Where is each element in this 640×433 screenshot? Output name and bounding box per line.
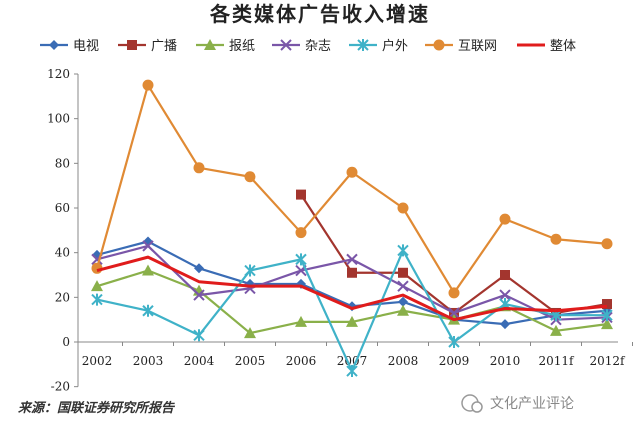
series-5 — [91, 79, 613, 299]
data-point — [194, 263, 204, 274]
legend-swatch-marker — [127, 40, 137, 50]
data-point — [448, 307, 460, 319]
legend-entry: 整体 — [517, 39, 576, 54]
chart-title: 各类媒体广告收入增速 — [209, 2, 430, 26]
data-point — [448, 287, 460, 299]
data-point — [601, 318, 613, 330]
plot-area — [91, 79, 613, 378]
data-point — [295, 315, 307, 327]
legend-swatch-marker — [204, 39, 216, 50]
legend-entry: 报纸 — [196, 39, 255, 54]
legend-label: 杂志 — [305, 39, 331, 54]
data-point — [499, 289, 511, 301]
series-6 — [96, 255, 608, 322]
y-tick-label: 40 — [55, 246, 70, 260]
data-point — [91, 280, 103, 292]
wechat-icon-bubble — [471, 401, 483, 413]
data-point — [601, 238, 613, 250]
data-point — [499, 213, 511, 225]
data-point — [601, 309, 613, 322]
y-tick-label: -20 — [51, 380, 70, 394]
data-point — [347, 267, 357, 278]
data-point — [142, 304, 154, 317]
watermark: 文化产业评论 — [461, 394, 574, 413]
legend-entry: 电视 — [40, 39, 99, 54]
data-point — [346, 315, 358, 327]
data-point — [550, 324, 562, 336]
legend-label: 电视 — [73, 39, 99, 54]
x-tick-label: 2004 — [184, 354, 215, 368]
x-tick-label: 2006 — [286, 354, 317, 368]
data-point — [244, 264, 256, 277]
data-point — [397, 304, 409, 316]
series-1 — [296, 189, 612, 318]
data-point — [397, 202, 409, 214]
legend: 电视 广播 报纸 杂志 户外 互联网 整体 — [40, 38, 576, 54]
y-tick-label: 120 — [47, 67, 70, 81]
series-line — [96, 240, 608, 326]
data-point — [448, 336, 460, 348]
x-tick-label: 2010 — [490, 354, 521, 368]
legend-swatch-marker — [49, 40, 59, 50]
legend-entry: 杂志 — [272, 39, 331, 54]
y-tick-label: 60 — [55, 201, 70, 215]
x-tick-label: 2009 — [439, 354, 470, 368]
legend-label: 广播 — [151, 39, 177, 54]
data-point — [500, 270, 510, 280]
data-point — [346, 253, 358, 266]
data-point — [397, 280, 409, 292]
legend-label: 互联网 — [458, 39, 497, 54]
series-0 — [92, 236, 612, 330]
data-point — [550, 233, 562, 245]
data-point — [244, 327, 256, 339]
x-tick-label: 2005 — [235, 354, 266, 368]
series-2 — [91, 264, 613, 339]
legend-label: 报纸 — [229, 39, 255, 54]
watermark-text: 文化产业评论 — [490, 396, 574, 412]
y-tick-label: 80 — [55, 156, 70, 170]
data-point — [193, 289, 205, 301]
data-point — [91, 293, 103, 306]
axes: -20 0 20 40 60 80 100 120 2002 2003 2004 2005 2006 20… — [47, 67, 633, 394]
x-tick-label: 2002 — [82, 354, 113, 368]
series-line — [95, 84, 608, 294]
legend-swatch-marker — [357, 39, 369, 51]
data-point — [346, 166, 358, 178]
x-tick-label: 2003 — [133, 354, 164, 368]
source-note: 来源：国联证券研究所报告 — [18, 400, 176, 416]
data-point — [142, 79, 154, 91]
x-tick-label: 2008 — [388, 354, 419, 368]
legend-swatch-marker — [280, 39, 292, 51]
data-point — [397, 244, 409, 257]
legend-entry: 互联网 — [425, 39, 497, 54]
data-point — [244, 171, 256, 183]
x-tick-label: 2011f — [539, 354, 576, 368]
data-point — [142, 240, 154, 252]
data-point — [346, 365, 358, 378]
y-tick-label: 100 — [47, 112, 70, 126]
data-point — [295, 227, 307, 239]
data-point — [193, 329, 205, 342]
data-point — [142, 264, 154, 276]
y-tick-label: 20 — [55, 290, 70, 304]
y-tick-label: 0 — [62, 335, 70, 349]
series-line — [96, 255, 608, 322]
legend-label: 户外 — [382, 38, 408, 54]
data-point — [296, 189, 306, 200]
legend-swatch-marker — [433, 39, 445, 51]
data-point — [602, 299, 612, 310]
x-tick-label: 2007 — [337, 354, 368, 368]
legend-entry: 户外 — [349, 38, 408, 54]
legend-label: 整体 — [550, 39, 576, 54]
legend-entry: 广播 — [118, 39, 177, 54]
data-point — [295, 253, 307, 266]
x-tick-label: 2012f — [590, 354, 627, 368]
data-point — [500, 319, 510, 330]
data-point — [398, 267, 408, 278]
data-point — [398, 296, 408, 307]
data-point — [193, 162, 205, 174]
